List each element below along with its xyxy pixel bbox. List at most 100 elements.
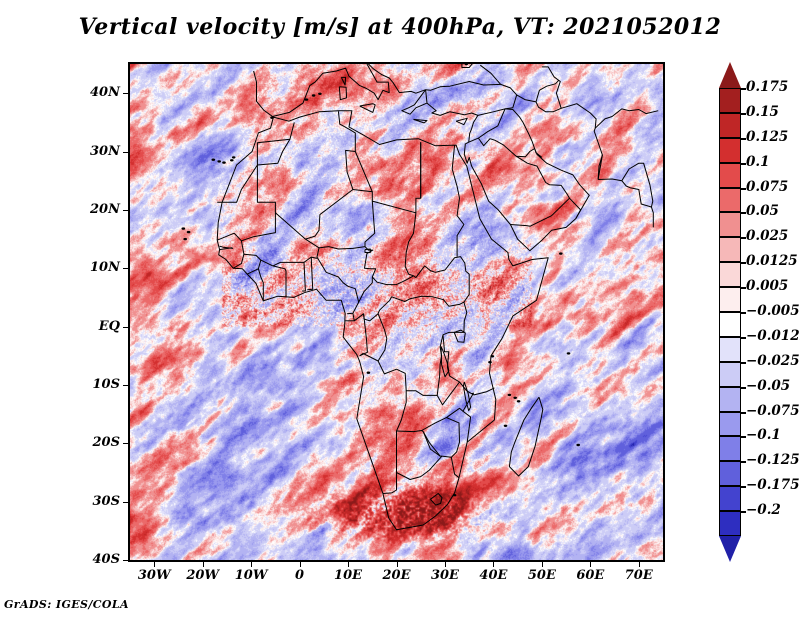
x-axis-tick bbox=[203, 562, 204, 567]
x-axis-tick bbox=[300, 562, 301, 567]
x-axis-label: 10E bbox=[334, 568, 363, 583]
x-axis-label: 20E bbox=[382, 568, 411, 583]
colorbar-tick bbox=[741, 188, 746, 190]
colorbar-segment bbox=[719, 212, 741, 238]
colorbar-segment bbox=[719, 486, 741, 512]
footer-credit: GrADS: IGES/COLA bbox=[4, 598, 129, 611]
colorbar-tick bbox=[741, 113, 746, 115]
colorbar-segment bbox=[719, 137, 741, 163]
x-axis-tick bbox=[445, 562, 446, 567]
colorbar-tick bbox=[741, 511, 746, 513]
y-axis-tick bbox=[123, 268, 128, 269]
y-axis-label: 10S bbox=[92, 376, 120, 392]
colorbar-segment bbox=[719, 112, 741, 138]
y-axis-label: 10N bbox=[90, 260, 120, 276]
x-axis-tick bbox=[493, 562, 494, 567]
x-axis-tick bbox=[251, 562, 252, 567]
colorbar-tick-label: −0.125 bbox=[746, 452, 800, 469]
colorbar: 0.175 0.15 0.125 0.1 0.075 0.05 0.025 0.0125 0.0… bbox=[719, 62, 800, 562]
y-axis-label: 30S bbox=[92, 493, 120, 509]
map-frame bbox=[128, 62, 665, 562]
y-axis-tick bbox=[123, 560, 128, 561]
colorbar-tick-label: 0.025 bbox=[746, 228, 789, 245]
colorbar-tick-label: −0.05 bbox=[746, 377, 791, 394]
colorbar-tick-label: 0.05 bbox=[746, 203, 779, 220]
colorbar-tick-label: −0.005 bbox=[746, 303, 800, 319]
colorbar-tick bbox=[741, 362, 746, 364]
y-axis-tick bbox=[123, 502, 128, 503]
x-axis-label: 40E bbox=[479, 568, 508, 583]
colorbar-segment bbox=[719, 287, 741, 312]
colorbar-tick-label: 0.075 bbox=[746, 178, 789, 195]
colorbar-tick bbox=[741, 387, 746, 389]
y-axis-label: 20N bbox=[90, 201, 120, 217]
y-axis-label: 30N bbox=[90, 143, 120, 159]
y-axis-tick bbox=[123, 152, 128, 153]
colorbar-tick-label: −0.1 bbox=[746, 427, 781, 444]
colorbar-tick-label: 0.15 bbox=[746, 103, 779, 120]
y-axis-label: 40N bbox=[90, 85, 120, 101]
x-axis-label: 20W bbox=[186, 568, 220, 583]
colorbar-tick bbox=[741, 287, 746, 289]
x-axis-tick bbox=[348, 562, 349, 567]
x-axis-label: 30W bbox=[137, 568, 171, 583]
colorbar-segment bbox=[719, 88, 741, 113]
colorbar-tick bbox=[741, 337, 746, 339]
colorbar-tick bbox=[741, 138, 746, 140]
y-axis-tick bbox=[123, 443, 128, 444]
x-axis-label: 30E bbox=[430, 568, 459, 583]
colorbar-tick bbox=[741, 237, 746, 239]
x-axis-label: 0 bbox=[295, 568, 305, 583]
vertical-velocity-heatmap bbox=[130, 64, 663, 560]
y-axis-label: 40S bbox=[92, 552, 120, 567]
x-axis-label: 70E bbox=[624, 568, 653, 583]
colorbar-tick-label: 0.0125 bbox=[746, 253, 798, 270]
colorbar-segment bbox=[719, 187, 741, 213]
colorbar-segment bbox=[719, 436, 741, 462]
colorbar-tick-label: 0.005 bbox=[746, 278, 789, 295]
y-axis-tick bbox=[123, 210, 128, 211]
x-axis-label: 10W bbox=[234, 568, 268, 583]
colorbar-max-arrow bbox=[719, 62, 741, 88]
map-plot-area bbox=[128, 62, 665, 562]
y-axis-tick bbox=[123, 93, 128, 94]
colorbar-tick bbox=[741, 312, 746, 314]
x-axis-tick bbox=[590, 562, 591, 567]
colorbar-tick-label: −0.0125 bbox=[746, 327, 800, 344]
x-axis-tick bbox=[397, 562, 398, 567]
colorbar-tick-label: −0.075 bbox=[746, 402, 800, 419]
colorbar-segment bbox=[719, 386, 741, 412]
colorbar-tick-label: 0.125 bbox=[746, 128, 789, 145]
y-axis-label: 20S bbox=[92, 435, 120, 451]
colorbar-segment bbox=[719, 411, 741, 437]
x-axis-label: 60E bbox=[576, 568, 605, 583]
colorbar-tick bbox=[741, 163, 746, 165]
colorbar-tick bbox=[741, 88, 746, 90]
x-axis-tick bbox=[154, 562, 155, 567]
colorbar-segment bbox=[719, 361, 741, 387]
colorbar-segment bbox=[719, 162, 741, 188]
colorbar-tick-label: −0.025 bbox=[746, 352, 800, 369]
colorbar-tick-label: −0.175 bbox=[746, 477, 800, 494]
x-axis-label: 50E bbox=[527, 568, 556, 583]
colorbar-segment bbox=[719, 237, 741, 263]
x-axis-tick bbox=[639, 562, 640, 567]
y-axis-label: EQ bbox=[98, 318, 120, 334]
y-axis-tick bbox=[123, 385, 128, 386]
colorbar-tick bbox=[741, 262, 746, 264]
colorbar-tick bbox=[741, 436, 746, 438]
colorbar-segment bbox=[719, 461, 741, 487]
colorbar-tick-label: −0.2 bbox=[746, 502, 781, 519]
colorbar-segment bbox=[719, 312, 741, 337]
y-axis-tick bbox=[123, 327, 128, 328]
colorbar-segment bbox=[719, 262, 741, 288]
colorbar-tick bbox=[741, 412, 746, 414]
colorbar-min-arrow bbox=[719, 536, 741, 562]
colorbar-tick bbox=[741, 461, 746, 463]
colorbar-segment bbox=[719, 511, 741, 536]
page-title: Vertical velocity [m/s] at 400hPa, VT: 2… bbox=[78, 14, 722, 40]
x-axis-tick bbox=[542, 562, 543, 567]
colorbar-tick bbox=[741, 212, 746, 214]
colorbar-segment bbox=[719, 336, 741, 362]
colorbar-tick-label: 0.1 bbox=[746, 153, 770, 170]
